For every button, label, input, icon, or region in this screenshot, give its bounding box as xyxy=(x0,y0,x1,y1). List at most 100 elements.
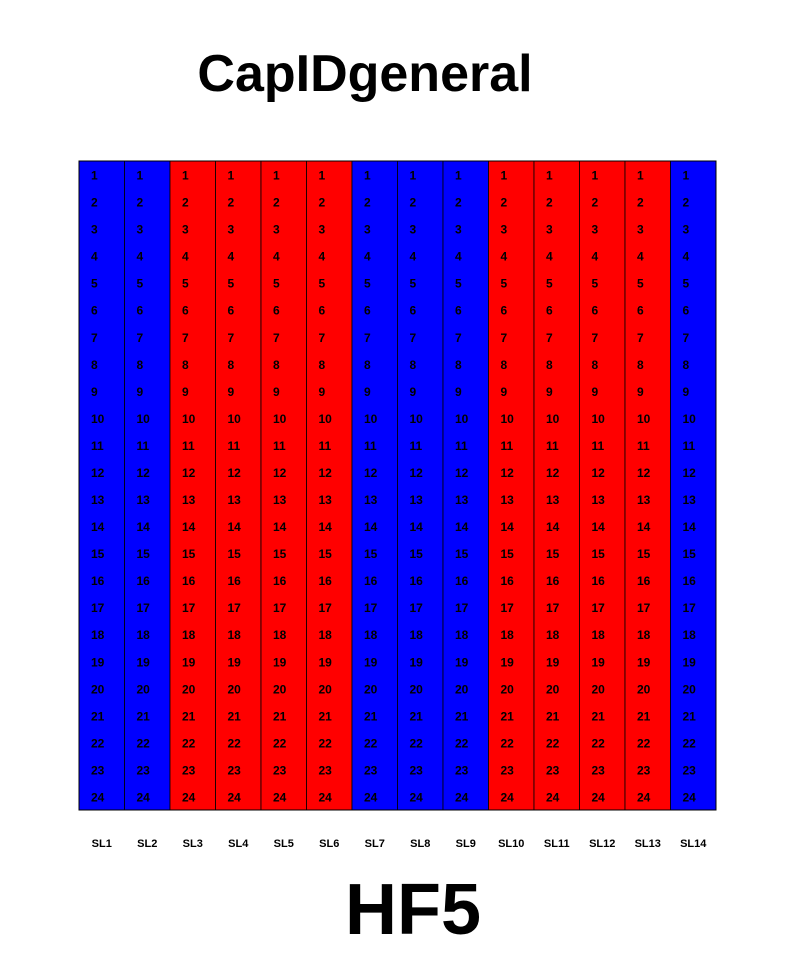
cell-label: 8 xyxy=(410,358,417,372)
cell-label: 9 xyxy=(592,385,599,399)
cell-label: 14 xyxy=(137,520,151,534)
cell-label: 4 xyxy=(91,250,98,264)
cell-label: 10 xyxy=(364,412,378,426)
cell-label: 10 xyxy=(410,412,424,426)
cell-label: 6 xyxy=(91,304,98,318)
cell-label: 12 xyxy=(137,466,151,480)
x-tick-label: SL5 xyxy=(274,838,294,850)
cell-label: 14 xyxy=(91,520,105,534)
footer-label: HF5 xyxy=(344,870,482,950)
cell-label: 11 xyxy=(228,439,241,453)
cell-label: 4 xyxy=(683,250,690,264)
cell-label: 21 xyxy=(546,709,560,723)
cell-label: 1 xyxy=(455,169,462,183)
cell-label: 9 xyxy=(91,385,98,399)
column-sl1 xyxy=(78,160,125,811)
cell-label: 13 xyxy=(683,493,697,507)
cell-label: 18 xyxy=(228,628,242,642)
cell-label: 21 xyxy=(319,709,333,723)
cell-label: 11 xyxy=(501,439,514,453)
cell-label: 8 xyxy=(137,358,144,372)
cell-label: 21 xyxy=(455,709,469,723)
cell-label: 19 xyxy=(364,655,378,669)
cell-label: 20 xyxy=(319,682,333,696)
cell-label: 5 xyxy=(501,277,508,291)
cell-label: 17 xyxy=(637,601,651,615)
cell-label: 10 xyxy=(273,412,287,426)
column-sl4 xyxy=(215,160,262,811)
cell-label: 5 xyxy=(683,277,690,291)
cell-label: 7 xyxy=(546,331,553,345)
cell-label: 16 xyxy=(546,574,560,588)
cell-label: 2 xyxy=(501,196,508,210)
cell-label: 16 xyxy=(319,574,333,588)
cell-label: 7 xyxy=(637,331,644,345)
cell-label: 16 xyxy=(137,574,151,588)
cell-label: 20 xyxy=(364,682,378,696)
cell-label: 18 xyxy=(364,628,378,642)
heatmap-columns xyxy=(78,160,717,811)
cell-label: 10 xyxy=(91,412,105,426)
cell-label: 6 xyxy=(410,304,417,318)
cell-label: 23 xyxy=(182,763,196,777)
cell-label: 16 xyxy=(364,574,378,588)
cell-label: 5 xyxy=(637,277,644,291)
cell-label: 20 xyxy=(546,682,560,696)
cell-label: 7 xyxy=(182,331,189,345)
cell-label: 18 xyxy=(91,628,105,642)
cell-label: 16 xyxy=(501,574,515,588)
cell-label: 19 xyxy=(137,655,151,669)
cell-label: 8 xyxy=(455,358,462,372)
cell-label: 22 xyxy=(592,736,606,750)
cell-label: 7 xyxy=(273,331,280,345)
column-sl3 xyxy=(169,160,216,811)
cell-label: 9 xyxy=(546,385,553,399)
cell-label: 8 xyxy=(273,358,280,372)
cell-label: 10 xyxy=(319,412,333,426)
column-sl13 xyxy=(624,160,671,811)
cell-label: 6 xyxy=(364,304,371,318)
cell-label: 12 xyxy=(319,466,333,480)
cell-label: 4 xyxy=(546,250,553,264)
cell-label: 5 xyxy=(592,277,599,291)
cell-label: 2 xyxy=(410,196,417,210)
cell-label: 17 xyxy=(410,601,424,615)
cell-label: 13 xyxy=(410,493,424,507)
cell-label: 19 xyxy=(228,655,242,669)
cell-label: 5 xyxy=(182,277,189,291)
cell-label: 18 xyxy=(455,628,469,642)
cell-label: 24 xyxy=(364,790,378,804)
cell-label: 15 xyxy=(637,547,651,561)
cell-label: 24 xyxy=(319,790,333,804)
cell-label: 22 xyxy=(637,736,651,750)
cell-label: 19 xyxy=(410,655,424,669)
cell-label: 18 xyxy=(637,628,651,642)
cell-label: 19 xyxy=(546,655,560,669)
cell-label: 18 xyxy=(137,628,151,642)
cell-label: 3 xyxy=(501,223,508,237)
cell-label: 11 xyxy=(364,439,377,453)
cell-label: 8 xyxy=(364,358,371,372)
cell-label: 15 xyxy=(319,547,333,561)
cell-label: 8 xyxy=(637,358,644,372)
cell-label: 24 xyxy=(637,790,651,804)
cell-label: 3 xyxy=(319,223,326,237)
cell-label: 14 xyxy=(319,520,333,534)
cell-label: 12 xyxy=(455,466,469,480)
cell-label: 21 xyxy=(137,709,151,723)
cell-label: 22 xyxy=(273,736,287,750)
cell-label: 19 xyxy=(683,655,697,669)
cell-label: 6 xyxy=(501,304,508,318)
x-tick-label: SL13 xyxy=(635,838,661,850)
cell-label: 12 xyxy=(683,466,697,480)
cell-label: 24 xyxy=(501,790,515,804)
cell-label: 18 xyxy=(546,628,560,642)
cell-label: 3 xyxy=(364,223,371,237)
cell-label: 1 xyxy=(273,169,280,183)
cell-label: 18 xyxy=(319,628,333,642)
cell-label: 24 xyxy=(228,790,242,804)
cell-label: 12 xyxy=(364,466,378,480)
cell-label: 23 xyxy=(273,763,287,777)
cell-label: 9 xyxy=(410,385,417,399)
cell-label: 14 xyxy=(546,520,560,534)
